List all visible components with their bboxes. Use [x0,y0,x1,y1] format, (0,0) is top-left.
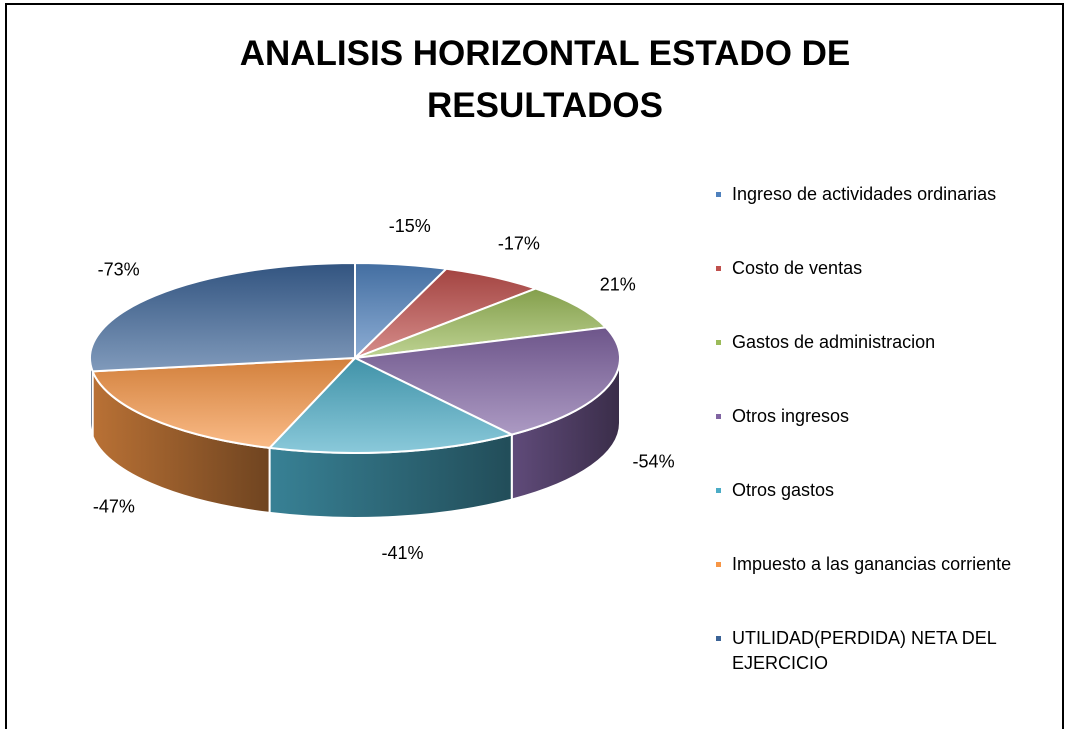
data-label: -41% [381,543,423,563]
chart-frame [5,3,1064,729]
data-label: -47% [93,497,135,517]
legend-label: Otros gastos [732,480,835,500]
data-label: -17% [498,233,540,253]
legend: Ingreso de actividades ordinarias Costo d… [716,182,1061,700]
legend-swatch [716,414,721,419]
legend-item: Otros ingresos [716,404,1061,478]
legend-item: Gastos de administracion [716,330,1061,404]
data-label: -54% [633,452,675,472]
pie-slice [91,356,358,449]
pie-slice [351,326,621,436]
pie-tops [89,261,621,454]
legend-swatch [716,192,721,197]
legend-swatch [716,636,721,641]
data-labels: -15% -17% 21% -54% -41% -47% -73% [93,216,675,563]
legend-swatch [716,562,721,567]
pie-sides [89,357,621,519]
legend-label: Impuesto a las ganancias corriente [732,554,1012,574]
data-label: -73% [98,260,140,280]
legend-swatch [716,340,721,345]
legend-label: Otros ingresos [732,406,850,426]
legend-label: Ingreso de actividades ordinarias [732,184,997,204]
legend-swatch [716,488,721,493]
data-label: -15% [389,216,431,236]
legend-item: Otros gastos [716,478,1061,552]
pie-slice [89,261,356,373]
legend-swatch [716,266,721,271]
data-label: 21% [600,274,636,294]
legend-item: UTILIDAD(PERDIDA) NETA DEL EJERCICIO [716,626,1061,700]
pie-slice [267,356,515,454]
legend-label: Gastos de administracion [732,332,936,352]
pie-slice [354,287,608,359]
chart-title: ANALISIS HORIZONTAL ESTADO DE RESULTADOS [239,34,851,125]
legend-label: UTILIDAD(PERDIDA) NETA DEL EJERCICIO [732,628,997,673]
legend-item: Ingreso de actividades ordinarias [716,182,1061,256]
legend-label: Costo de ventas [732,258,863,278]
legend-item: Impuesto a las ganancias corriente [716,552,1061,626]
legend-item: Costo de ventas [716,256,1061,330]
